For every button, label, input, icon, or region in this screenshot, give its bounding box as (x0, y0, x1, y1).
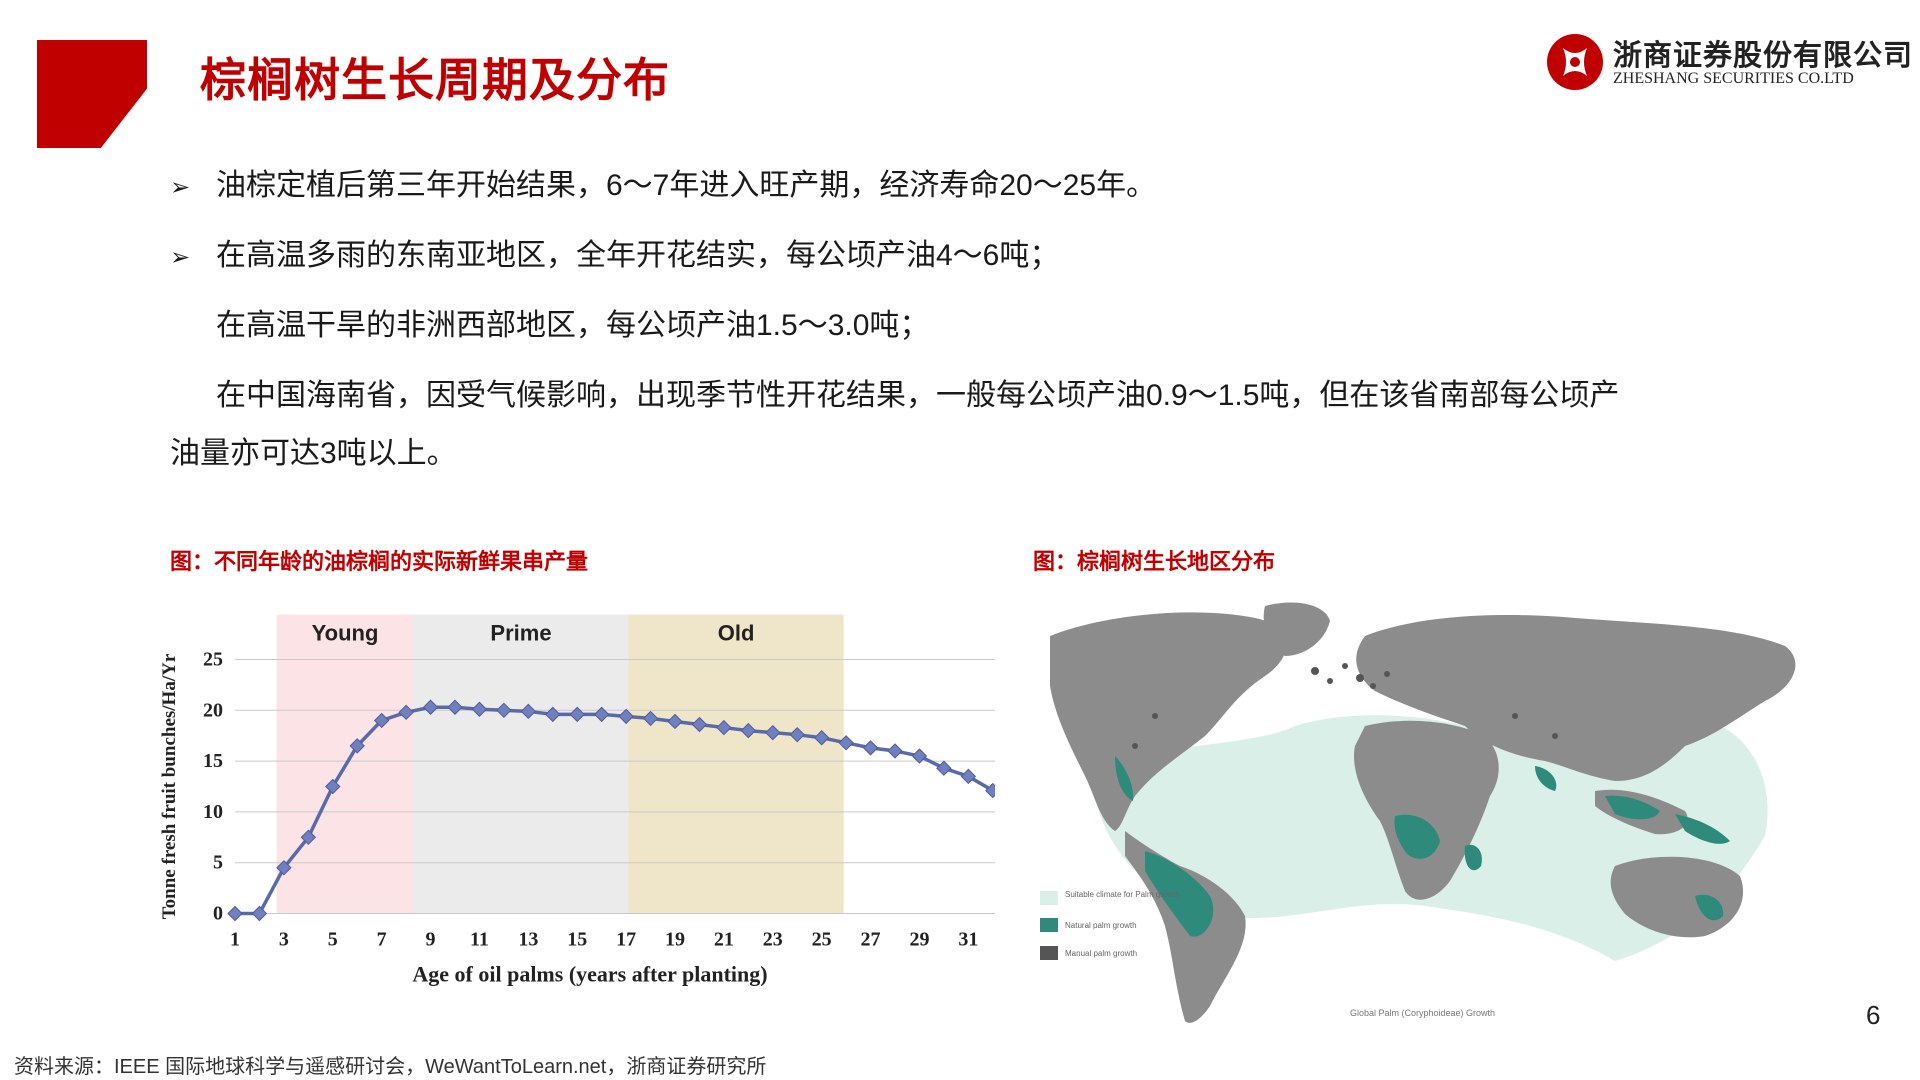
legend-swatch-suitable (1040, 891, 1058, 905)
x-tick-label: 31 (958, 929, 978, 951)
yield-data-point (447, 699, 463, 715)
natural-palm-growth-areas (1115, 756, 1730, 937)
age-band-prime (413, 614, 629, 914)
landmass-africa (1354, 720, 1499, 900)
yield-data-point (813, 730, 830, 746)
y-tick-label: 5 (213, 852, 223, 874)
source-note: 资料来源：IEEE 国际地球科学与遥感研讨会，WeWantToLearn.net… (14, 1056, 767, 1078)
yield-data-point (936, 760, 952, 776)
landmass-greenland (1263, 602, 1330, 656)
y-tick-label: 25 (203, 649, 223, 671)
x-tick-labels: 1 3 5 7 9 11 13 15 17 19 21 23 25 27 29 31 (230, 929, 978, 951)
yield-data-point (593, 706, 610, 723)
age-band-label: Young (312, 621, 379, 646)
yield-data-point (300, 829, 317, 846)
legend-label-suitable: Suitable climate for Palm growth (1065, 890, 1180, 899)
yield-data-point (520, 703, 537, 720)
yield-data-point (789, 726, 805, 743)
manual-palm-growth-spots (1132, 663, 1558, 749)
x-tick-label: 21 (714, 929, 734, 951)
landmass-eurasia (1356, 615, 1796, 781)
bullet-text-4: 在中国海南省，因受气候影响，出现季节性开花结果，一般每公顷产油0.9～1.5吨，… (216, 379, 1620, 412)
x-tick-label: 29 (909, 929, 929, 951)
x-tick-label: 1 (230, 929, 240, 951)
yield-data-point (911, 748, 928, 764)
yield-data-point (887, 743, 903, 759)
yield-data-point (691, 716, 708, 733)
yield-data-point (716, 719, 732, 736)
yield-data-point (838, 735, 854, 751)
y-tick-label: 15 (203, 750, 223, 772)
yield-data-point (862, 740, 879, 756)
yield-data-point (618, 708, 634, 725)
page-number: 6 (1866, 1000, 1881, 1030)
yield-data-point (667, 713, 683, 730)
bullet-arrow-icon: ➢ (170, 174, 191, 201)
bullet-item-1: ➢ 油棕定植后第三年开始结果，6～7年进入旺产期，经济寿命20～25年。 (170, 168, 1156, 204)
bullet-text-3: 在高温干旱的非洲西部地区，每公顷产油1.5～3.0吨； (216, 309, 930, 342)
yield-data-point (276, 860, 292, 876)
y-tick-label: 20 (203, 699, 223, 721)
age-band-label: Prime (490, 621, 551, 646)
logo-name-en: ZHESHANG SECURITIES CO.LTD (1613, 70, 1854, 87)
x-tick-label: 7 (377, 929, 387, 951)
legend-label-manual: Manual palm growth (1065, 949, 1137, 958)
bullet-text-2: 在高温多雨的东南亚地区，全年开花结实，每公顷产油4～6吨； (216, 239, 1060, 272)
yield-data-point (349, 738, 365, 754)
age-band-label: Old (718, 621, 755, 646)
chart-caption: 图：不同年龄的油棕榈的实际新鲜果串产量 (170, 549, 589, 574)
map-inner-caption: Global Palm (Coryphoideae) Growth (1350, 1008, 1495, 1018)
company-logo: 浙商证券股份有限公司 ZHESHANG SECURITIES CO.LTD (1545, 30, 1912, 94)
y-tick-label: 10 (203, 801, 223, 823)
logo-name-cn: 浙商证券股份有限公司 (1613, 40, 1914, 72)
map-caption: 图：棕榈树生长地区分布 (1033, 549, 1276, 574)
x-tick-label: 15 (567, 929, 587, 951)
yield-data-point (545, 706, 561, 723)
yield-data-point (422, 699, 439, 715)
legend-label-natural: Natural palm growth (1065, 921, 1137, 930)
bullet-item-2: ➢ 在高温多雨的东南亚地区，全年开花结实，每公顷产油4～6吨； (170, 238, 1059, 274)
x-tick-label: 13 (518, 929, 538, 951)
yield-data-point (251, 905, 268, 922)
x-tick-label: 11 (470, 929, 489, 951)
x-tick-label: 17 (616, 929, 636, 951)
x-tick-label: 25 (812, 929, 832, 951)
yield-data-point (325, 778, 341, 795)
yield-data-point (373, 712, 390, 729)
y-tick-labels: 0 5 10 15 20 25 (203, 649, 223, 925)
x-tick-label: 19 (665, 929, 685, 951)
yield-data-point (398, 704, 414, 721)
x-tick-label: 9 (426, 929, 436, 951)
yield-data-point (642, 710, 659, 727)
bullet-arrow-icon: ➢ (170, 244, 191, 271)
legend-swatch-manual (1040, 946, 1058, 960)
page-title: 棕榈树生长周期及分布 (200, 54, 670, 106)
y-axis-label: Tonne fresh fruit bunches/Ha/Yr (159, 653, 180, 919)
yield-data-point (496, 702, 512, 719)
y-tick-label: 0 (213, 903, 223, 925)
x-tick-label: 23 (763, 929, 783, 951)
map-legend: Suitable climate for Palm growth Natural… (1040, 890, 1180, 960)
chart-gridlines (235, 659, 1015, 914)
age-band-old (628, 614, 844, 914)
x-axis-label: Age of oil palms (years after planting) (412, 962, 767, 987)
x-tick-label: 5 (328, 929, 338, 951)
landmass-north-america (1050, 612, 1287, 831)
logo-mark-icon (1547, 34, 1603, 90)
yield-data-point (227, 905, 243, 922)
yield-series (227, 699, 1001, 922)
x-tick-label: 3 (279, 929, 289, 951)
legend-swatch-natural (1040, 918, 1058, 932)
yield-data-point (740, 722, 757, 739)
bullet-text-1: 油棕定植后第三年开始结果，6～7年进入旺产期，经济寿命20～25年。 (216, 169, 1157, 202)
yield-data-point (960, 768, 977, 785)
palm-distribution-map: Suitable climate for Palm growth Natural… (995, 596, 1871, 1028)
title-accent-block (37, 40, 147, 148)
yield-data-point (765, 724, 781, 741)
yield-data-point (471, 701, 488, 717)
yield-data-point (569, 706, 585, 723)
x-tick-label: 27 (861, 929, 881, 951)
bullet-text-5: 油量亦可达3吨以上。 (170, 437, 457, 470)
